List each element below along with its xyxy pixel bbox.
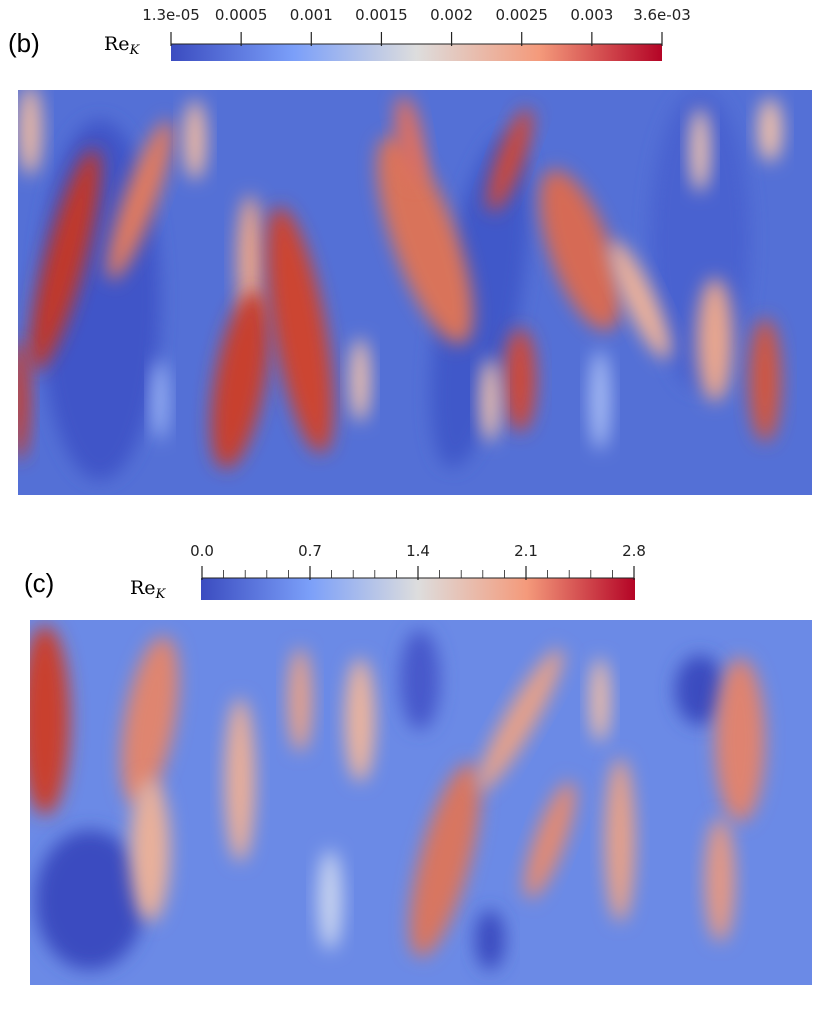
field-blob xyxy=(152,360,168,440)
field-b xyxy=(18,90,812,495)
colorbar-title: ReK xyxy=(130,577,167,602)
field-blob xyxy=(266,206,334,454)
field-blob xyxy=(697,278,733,402)
field-blob xyxy=(395,95,425,185)
colorbar-tick-label: 0.0005 xyxy=(215,6,268,24)
field-blob xyxy=(605,758,635,922)
colorbar-title-main: Re xyxy=(104,33,130,55)
field-blob xyxy=(475,910,505,970)
field-blob xyxy=(345,658,375,782)
field-blob xyxy=(30,625,70,815)
field-c xyxy=(30,620,812,985)
panel-label: (b) xyxy=(8,28,40,58)
colorbar-tick-label: 1.3e-05 xyxy=(142,6,200,24)
field-blob xyxy=(18,340,30,460)
field-blob xyxy=(350,338,370,422)
field-blob xyxy=(476,648,564,792)
field-blob xyxy=(29,148,101,372)
field-blob xyxy=(400,630,440,730)
field-blob xyxy=(107,119,173,281)
field-blob xyxy=(318,850,342,950)
field-blob xyxy=(758,98,782,162)
field-blob xyxy=(705,818,735,942)
colorbar-tick-label: 0.7 xyxy=(298,542,322,560)
colorbar xyxy=(201,578,635,600)
colorbar-tick-label: 0.002 xyxy=(430,6,473,24)
panel-label: (c) xyxy=(24,568,54,598)
field-blob xyxy=(376,136,474,344)
colorbar-tick-label: 0.003 xyxy=(570,6,613,24)
colorbar-tick-label: 0.0025 xyxy=(495,6,548,24)
field-blob xyxy=(210,291,270,469)
field-blob xyxy=(184,100,206,180)
colorbar xyxy=(171,44,662,61)
field-blob xyxy=(609,240,671,360)
field-blob xyxy=(130,778,170,922)
field-blob xyxy=(430,132,530,468)
field-blob xyxy=(590,350,610,450)
colorbar-tick-label: 2.8 xyxy=(622,542,646,560)
colorbar-tick-label: 1.4 xyxy=(406,542,430,560)
field-blob xyxy=(18,90,42,175)
field-blob xyxy=(539,169,621,331)
field-blob xyxy=(590,658,610,742)
field-blob xyxy=(225,698,255,862)
field-blob xyxy=(409,763,481,957)
colorbar-title-sub: K xyxy=(155,587,167,602)
field-blob xyxy=(487,108,533,212)
field-blob xyxy=(504,328,536,432)
field-blob xyxy=(675,655,725,725)
colorbar-title-sub: K xyxy=(129,43,141,58)
colorbar-title-main: Re xyxy=(130,577,156,599)
field-blob xyxy=(715,658,765,822)
field-blob xyxy=(121,636,179,804)
field-blob xyxy=(690,108,710,192)
colorbar-tick-label: 0.001 xyxy=(290,6,333,24)
field-blob xyxy=(524,781,576,899)
colorbar-tick-label: 0.0015 xyxy=(355,6,408,24)
field-blob xyxy=(35,830,145,970)
colorbar-tick-label: 2.1 xyxy=(514,542,538,560)
field-blob xyxy=(749,318,781,442)
colorbar-title: ReK xyxy=(104,33,141,58)
field-blob xyxy=(288,648,312,752)
field-blob xyxy=(480,358,500,442)
colorbar-tick-label: 0.0 xyxy=(190,542,214,560)
colorbar-tick-label: 3.6e-03 xyxy=(633,6,691,24)
